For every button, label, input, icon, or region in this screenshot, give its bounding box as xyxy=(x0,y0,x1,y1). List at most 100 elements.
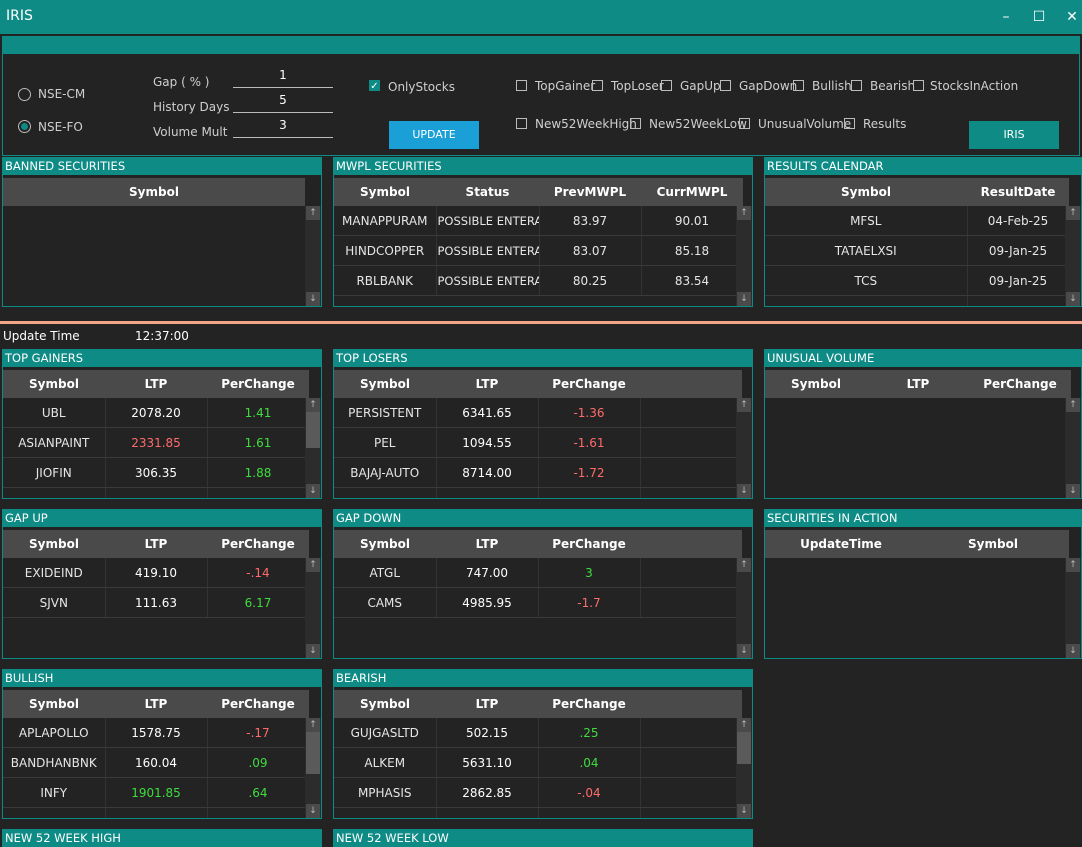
table-row[interactable]: EXIDEIND 419.10 -.14 xyxy=(3,558,310,588)
scroll-up-arrow-icon[interactable]: ↑ xyxy=(1066,206,1080,220)
column-header-perchange[interactable]: PerChange xyxy=(207,530,309,558)
scroll-down-arrow-icon[interactable]: ↓ xyxy=(737,804,751,818)
scroll-down-arrow-icon[interactable]: ↓ xyxy=(737,292,751,306)
table-row[interactable]: TATAELXSI 09-Jan-25 xyxy=(765,235,1070,266)
scroll-down-arrow-icon[interactable]: ↓ xyxy=(306,484,320,498)
filter-checkbox-gapdown[interactable] xyxy=(720,80,731,91)
column-header-symbol[interactable]: Symbol xyxy=(917,530,1069,558)
table-row[interactable]: GUJGASLTD 502.15.25 xyxy=(334,718,743,748)
radio-nse-fo[interactable] xyxy=(18,120,31,133)
column-header-symbol[interactable]: Symbol xyxy=(334,530,436,558)
table-row[interactable]: SJVN 111.63 6.17 xyxy=(3,587,310,618)
filter-checkbox-bullish[interactable] xyxy=(793,80,804,91)
column-header-ltp[interactable]: LTP xyxy=(105,370,207,398)
scroll-up-arrow-icon[interactable]: ↑ xyxy=(737,398,751,412)
volume-mult-input[interactable]: 3 xyxy=(233,118,333,138)
scroll-down-arrow-icon[interactable]: ↓ xyxy=(1066,484,1080,498)
scrollbar[interactable]: ↑ ↓ xyxy=(736,718,752,818)
scroll-up-arrow-icon[interactable]: ↑ xyxy=(1066,558,1080,572)
scroll-down-arrow-icon[interactable]: ↓ xyxy=(1066,644,1080,658)
table-row[interactable]: ASIANPAINT 2331.85 1.61 xyxy=(3,427,310,458)
column-header-ltp[interactable]: LTP xyxy=(436,690,538,718)
column-header-symbol[interactable]: Symbol xyxy=(334,370,436,398)
scroll-up-arrow-icon[interactable]: ↑ xyxy=(306,206,320,220)
scroll-thumb[interactable] xyxy=(306,732,320,774)
table-row[interactable]: PERSISTENT 6341.65 -1.36 xyxy=(334,398,743,428)
table-row[interactable]: UBL 2078.20 1.41 xyxy=(3,398,310,428)
filter-checkbox-gapup[interactable] xyxy=(661,80,672,91)
filter-checkbox-results[interactable] xyxy=(844,118,855,129)
column-header-symbol[interactable]: Symbol xyxy=(765,178,967,206)
table-row[interactable]: MANAPPURAM POSSIBLE ENTERA 83.97 90.01 xyxy=(334,206,744,236)
scroll-up-arrow-icon[interactable]: ↑ xyxy=(306,718,320,732)
column-header-symbol[interactable]: Symbol xyxy=(3,530,105,558)
column-header-ltp[interactable]: LTP xyxy=(436,530,538,558)
column-header-resultdate[interactable]: ResultDate xyxy=(967,178,1069,206)
column-header-symbol[interactable]: Symbol xyxy=(3,178,305,206)
column-header-currmwpl[interactable]: CurrMWPL xyxy=(641,178,743,206)
table-row[interactable]: PEL 1094.55 -1.61 xyxy=(334,427,743,458)
only-stocks-checkbox[interactable]: ✓ xyxy=(369,80,380,92)
scroll-down-arrow-icon[interactable]: ↓ xyxy=(306,804,320,818)
scrollbar[interactable]: ↑ ↓ xyxy=(305,398,321,498)
scroll-up-arrow-icon[interactable]: ↑ xyxy=(737,558,751,572)
scroll-thumb[interactable] xyxy=(737,732,751,764)
table-row[interactable]: INFY 1901.85.64 xyxy=(3,777,310,808)
scrollbar[interactable]: ↑ ↓ xyxy=(1065,206,1081,306)
filter-checkbox-new52weekhigh[interactable] xyxy=(516,118,527,129)
update-button[interactable]: UPDATE xyxy=(389,121,479,149)
scroll-thumb[interactable] xyxy=(306,412,320,448)
close-button[interactable]: ✕ xyxy=(1066,9,1078,25)
column-header-symbol[interactable]: Symbol xyxy=(765,370,867,398)
scrollbar[interactable]: ↑ ↓ xyxy=(1065,398,1081,498)
column-header-ltp[interactable]: LTP xyxy=(867,370,969,398)
scrollbar[interactable]: ↑ ↓ xyxy=(736,558,752,658)
table-row[interactable]: ALKEM 5631.10.04 xyxy=(334,747,743,778)
table-row[interactable]: RBLBANK POSSIBLE ENTERA 80.25 83.54 xyxy=(334,265,744,296)
table-row[interactable]: BANDHANBNK 160.04.09 xyxy=(3,747,310,778)
scroll-up-arrow-icon[interactable]: ↑ xyxy=(737,718,751,732)
table-row[interactable]: JSL701.90-.3 xyxy=(334,807,743,818)
scroll-down-arrow-icon[interactable]: ↓ xyxy=(1066,292,1080,306)
scrollbar[interactable]: ↑ ↓ xyxy=(736,206,752,306)
scrollbar[interactable]: ↑ ↓ xyxy=(305,558,321,658)
filter-checkbox-unusualvolume[interactable] xyxy=(739,118,750,129)
table-row[interactable]: ATGL 747.00 3 xyxy=(334,558,743,588)
column-header-ltp[interactable]: LTP xyxy=(105,530,207,558)
minimize-button[interactable]: – xyxy=(1002,9,1010,25)
column-header-ltp[interactable]: LTP xyxy=(105,690,207,718)
column-header-prevmwpl[interactable]: PrevMWPL xyxy=(539,178,641,206)
column-header-ltp[interactable]: LTP xyxy=(436,370,538,398)
column-header-symbol[interactable]: Symbol xyxy=(3,690,105,718)
column-header-perchange[interactable]: PerChange xyxy=(538,370,640,398)
table-row[interactable]: MPHASIS 2862.85 -.04 xyxy=(334,777,743,808)
scrollbar[interactable]: ↑ ↓ xyxy=(1065,558,1081,658)
table-row[interactable]: JIOFIN 306.35 1.88 xyxy=(3,457,310,488)
column-header-symbol[interactable]: Symbol xyxy=(3,370,105,398)
scroll-down-arrow-icon[interactable]: ↓ xyxy=(737,484,751,498)
filter-checkbox-bearish[interactable] xyxy=(851,80,862,91)
table-row[interactable]: M&M3083.951.76 xyxy=(3,487,310,498)
column-header-status[interactable]: Status xyxy=(436,178,539,206)
scroll-up-arrow-icon[interactable]: ↑ xyxy=(737,206,751,220)
scroll-down-arrow-icon[interactable]: ↓ xyxy=(737,644,751,658)
gap-input[interactable]: 1 xyxy=(233,68,333,88)
table-row[interactable]: APLAPOLLO 1578.75 -.17 xyxy=(3,718,310,748)
radio-nse-cm[interactable] xyxy=(18,88,31,101)
table-row[interactable]: HINDCOPPER POSSIBLE ENTERA 83.07 85.18 xyxy=(334,235,744,266)
table-row[interactable]: BAJAJFINSV1588.65.55 xyxy=(3,807,310,818)
column-header-perchange[interactable]: PerChange xyxy=(969,370,1071,398)
scrollbar[interactable]: ↑ ↓ xyxy=(305,718,321,818)
scroll-up-arrow-icon[interactable]: ↑ xyxy=(306,398,320,412)
column-header-symbol[interactable]: Symbol xyxy=(334,178,436,206)
maximize-button[interactable]: ☐ xyxy=(1032,9,1046,25)
filter-checkbox-new52weeklow[interactable] xyxy=(630,118,641,129)
column-header-symbol[interactable]: Symbol xyxy=(334,690,436,718)
table-row[interactable]: MFSL 04-Feb-25 xyxy=(765,206,1070,236)
filter-checkbox-toploser[interactable] xyxy=(592,80,603,91)
column-header-perchange[interactable]: PerChange xyxy=(538,530,640,558)
column-header-perchange[interactable]: PerChange xyxy=(538,690,640,718)
scroll-down-arrow-icon[interactable]: ↓ xyxy=(306,644,320,658)
